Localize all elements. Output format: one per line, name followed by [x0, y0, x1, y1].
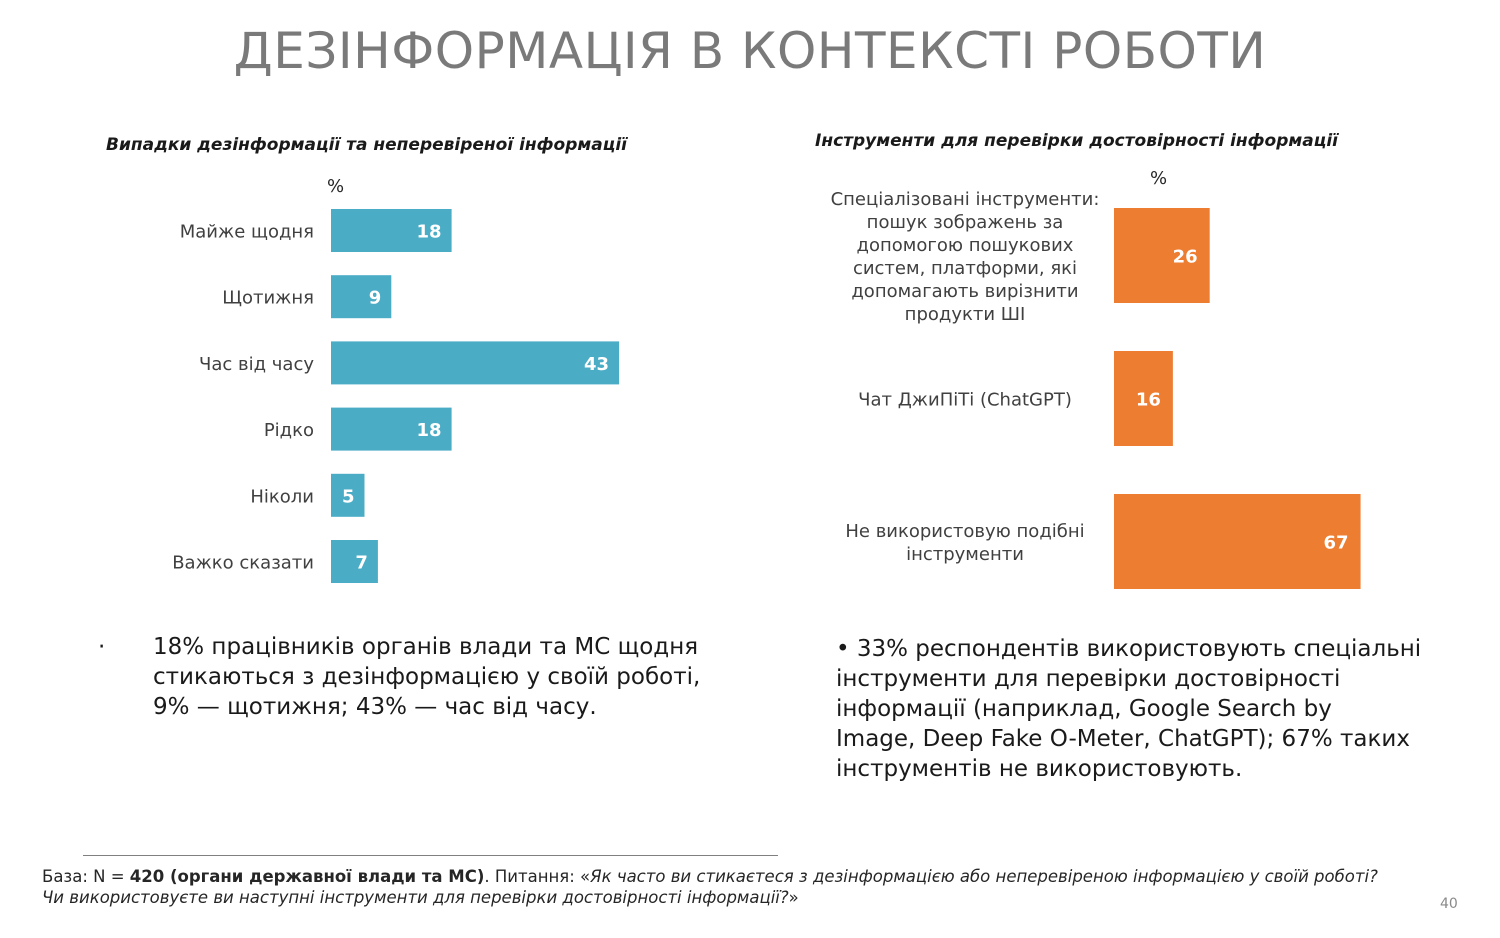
summary-line: • 33% респондентів використовують спеціа…	[836, 636, 1422, 662]
chart-1-bar	[331, 275, 392, 319]
chart-2-category-label-line: інструменти	[906, 544, 1024, 565]
chart-2-category-label-line: Чат ДжиПіТі (ChatGPT)	[858, 390, 1072, 411]
chart-2-data-label: 26	[1173, 247, 1198, 268]
summary-line: інструменти для перевірки достовірності	[836, 666, 1341, 692]
chart-2-unit-label: %	[1150, 168, 1168, 189]
chart-2-category-label: Не використовую подібні інструменти	[845, 521, 1084, 565]
chart-2-category-label-line: допомагають вирізнити	[851, 281, 1078, 302]
chart-1-data-label: 5	[342, 486, 355, 507]
chart-1-bar	[331, 473, 365, 517]
chart-1-data-label: 9	[369, 288, 382, 309]
chart-2-data-label: 16	[1136, 390, 1161, 411]
chart-1-category-label: Важко сказати	[172, 553, 314, 574]
chart-2-data-label: 67	[1323, 533, 1348, 554]
chart-1-data-label: 18	[417, 222, 442, 243]
chart-2-category-label-line: Не використовую подібні	[845, 521, 1084, 542]
chart-1-data-label: 43	[584, 354, 609, 375]
chart-2-bar	[1114, 208, 1210, 303]
chart-1-category-label: Час від часу	[199, 354, 314, 375]
right-summary-text: • 33% респондентів використовують спеціа…	[836, 634, 1476, 784]
chart-2-title: Інструменти для перевірки достовірності …	[815, 131, 1338, 151]
summary-line: інструментів не використовують.	[836, 756, 1243, 782]
page-number: 40	[1440, 896, 1458, 912]
chart-1-category-label: Щотижня	[222, 288, 314, 309]
chart-1-data-label: 7	[355, 553, 368, 574]
chart-2-category-label: Спеціалізовані інструменти: пошук зображе…	[831, 189, 1100, 325]
chart-1-bar	[331, 341, 620, 385]
chart-1-category-label: Майже щодня	[180, 222, 314, 243]
chart-2-bar	[1114, 494, 1361, 589]
footnote-base-prefix: База: N =	[42, 867, 130, 886]
footnote-divider	[83, 855, 778, 856]
chart-2-category-label-line: пошук зображень за	[867, 212, 1064, 233]
chart-1-category-label: Ніколи	[250, 486, 314, 507]
chart-1-category-label: Рідко	[264, 420, 314, 441]
chart-1-bar	[331, 407, 452, 451]
chart-2-bar	[1114, 351, 1173, 446]
footnote-question-2: Чи використовуєте ви наступні інструмент…	[42, 888, 789, 907]
chart-1-bar	[331, 209, 452, 252]
left-summary-text: 18% працівників органів влади та МС щодн…	[153, 632, 773, 722]
chart-1-data-label: 18	[417, 420, 442, 441]
summary-line: стикаються з дезінформацією у своїй робо…	[153, 664, 701, 690]
chart-2-category-label-line: систем, платформи, які	[853, 258, 1077, 279]
left-bullet-marker: ·	[98, 634, 106, 660]
chart-2-category-label: Чат ДжиПіТі (ChatGPT)	[858, 390, 1072, 411]
summary-line: 18% працівників органів влади та МС щодн…	[153, 634, 699, 660]
footnote-question-1: Як часто ви стикаєтеся з дезінформацією …	[590, 867, 1378, 886]
summary-line: Image, Deep Fake O-Meter, ChatGPT); 67% …	[836, 726, 1410, 752]
footnote-question-prefix: . Питання: «	[484, 867, 591, 886]
footnote-question-suffix: »	[788, 888, 799, 907]
chart-1-unit-label: %	[327, 176, 345, 197]
summary-line: 9% — щотижня; 43% — час від часу.	[153, 694, 597, 720]
page-title: ДЕЗІНФОРМАЦІЯ В КОНТЕКСТІ РОБОТИ	[233, 22, 1267, 80]
footnote: База: N = 420 (органи державної влади та…	[42, 866, 1482, 908]
chart-2-category-label-line: допомогою пошукових	[857, 235, 1074, 256]
footnote-base-value: 420 (органи державної влади та МС)	[129, 867, 485, 886]
chart-1-title: Випадки дезінформації та неперевіреної і…	[106, 135, 628, 155]
summary-line: інформації (наприклад, Google Search by	[836, 696, 1332, 722]
chart-2-category-label-line: продукти ШІ	[905, 304, 1026, 325]
chart-1-bar	[331, 540, 378, 583]
chart-2-category-label-line: Спеціалізовані інструменти:	[831, 189, 1100, 210]
